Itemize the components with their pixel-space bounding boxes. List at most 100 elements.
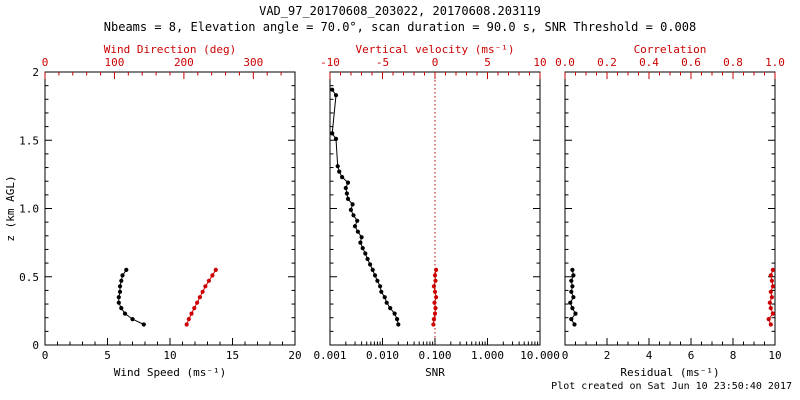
top-axis-tick-label: 0.2 (597, 56, 617, 69)
snr-point (355, 218, 360, 223)
snr-point (330, 131, 335, 136)
top-axis-tick-label: 0.4 (639, 56, 659, 69)
snr-point (368, 262, 373, 267)
residual-point (569, 278, 574, 283)
bottom-axis-tick-label: 0.001 (313, 349, 346, 362)
bottom-axis-title: Wind Speed (ms⁻¹) (114, 366, 227, 379)
plot-title: VAD_97_20170608_203022, 20170608.203119 (259, 4, 541, 18)
wind-direction-point (189, 311, 194, 316)
bottom-axis-tick-label: 10 (163, 349, 176, 362)
top-axis-tick-label: 0.6 (681, 56, 701, 69)
wind-speed-point (117, 289, 123, 294)
snr-point (384, 300, 389, 305)
top-axis-tick-label: -5 (376, 56, 389, 69)
snr-point (358, 240, 363, 245)
snr-point (370, 267, 375, 272)
bottom-axis-tick-label: 1.000 (471, 349, 504, 362)
wind-direction-point (203, 284, 208, 289)
y-axis-tick-label: 2 (32, 66, 39, 79)
y-axis-title: z (km AGL) (4, 175, 17, 241)
wind-speed-line (118, 269, 145, 325)
bottom-axis-tick-label: 8 (730, 349, 737, 362)
snr-point (363, 251, 368, 256)
plot-created-timestamp: Plot created on Sat Jun 10 23:50:40 2017 (551, 381, 792, 392)
wind-speed-point (141, 322, 146, 327)
wind-direction-point (184, 322, 189, 327)
snr-point (335, 164, 340, 169)
vertical-velocity-point (434, 295, 439, 300)
top-axis-tick-label: 5 (484, 56, 491, 69)
vertical-velocity-point (433, 278, 438, 283)
snr-point (392, 311, 397, 316)
top-axis-tick-label: 0 (42, 56, 49, 69)
vertical-velocity-point (432, 311, 438, 316)
bottom-axis-tick-label: 5 (104, 349, 111, 362)
residual-point (573, 311, 578, 316)
snr-point (378, 284, 383, 289)
wind-speed-point (119, 278, 124, 283)
correlation-point (769, 278, 775, 283)
wind-speed-point (116, 295, 121, 300)
snr-point (388, 306, 393, 311)
vertical-velocity-point (432, 289, 438, 294)
wind-panel-frame (44, 71, 296, 346)
wind-direction-point (195, 300, 200, 305)
correlation-point (769, 295, 775, 300)
correlation-point (768, 322, 773, 327)
snr-point (340, 175, 345, 180)
plot-subtitle: Nbeams = 8, Elevation angle = 70.0°, sca… (103, 20, 697, 34)
snr-point (359, 235, 364, 240)
bottom-axis-tick-label: 0 (562, 349, 569, 362)
snr-point (379, 289, 384, 294)
residual-point (568, 300, 573, 305)
bottom-axis-tick-label: 10.000 (520, 349, 560, 362)
wind-direction-point (186, 317, 191, 322)
snr-point (343, 185, 348, 191)
correlation-point (768, 306, 773, 311)
y-axis-tick-label: 1.5 (19, 134, 39, 147)
top-axis-tick-label: 300 (243, 56, 263, 69)
correlation-point (768, 289, 773, 294)
residual-point (572, 322, 577, 327)
snr-point (330, 87, 335, 92)
bottom-axis-tick-label: 10 (768, 349, 781, 362)
snr-point (395, 317, 400, 322)
bottom-axis-tick-label: 0 (42, 349, 49, 362)
vertical-velocity-point (434, 267, 439, 272)
residual-point (570, 267, 575, 272)
residual-point (569, 317, 574, 322)
wind-speed-point (119, 306, 124, 311)
residual-point (571, 273, 576, 278)
correlation-point (770, 311, 776, 316)
wind-speed-point (120, 273, 125, 278)
top-axis-tick-label: 10 (533, 56, 546, 69)
snr-point (355, 229, 360, 234)
bottom-axis-tick-label: 4 (646, 349, 653, 362)
snr-point (372, 273, 378, 278)
residual-point (569, 289, 574, 294)
y-axis-tick-label: 0 (32, 339, 39, 352)
vertical-velocity-point (433, 306, 438, 311)
bottom-axis-tick-label: 2 (604, 349, 611, 362)
top-axis-title: Vertical velocity (ms⁻¹) (356, 43, 515, 56)
wind-direction-point (210, 273, 215, 278)
vertical-velocity-point (432, 273, 438, 278)
wind-speed-point (124, 267, 129, 272)
vertical-velocity-point (431, 284, 436, 289)
snr-point (375, 278, 380, 283)
snr-point (333, 136, 339, 141)
wind-speed-point (117, 284, 123, 289)
top-axis-tick-label: 0 (432, 56, 439, 69)
snr-point (333, 93, 339, 98)
y-axis-tick-label: 0.5 (19, 271, 39, 284)
y-axis-tick-label: 1.0 (19, 203, 39, 216)
top-axis-title: Correlation (634, 43, 707, 56)
snr-point (348, 207, 353, 212)
snr-point (344, 191, 349, 196)
snr-point (360, 246, 365, 251)
snr-point (382, 295, 387, 300)
top-axis-tick-label: 0.0 (555, 56, 575, 69)
wind-speed-point (122, 311, 128, 316)
correlation-point (766, 317, 771, 322)
